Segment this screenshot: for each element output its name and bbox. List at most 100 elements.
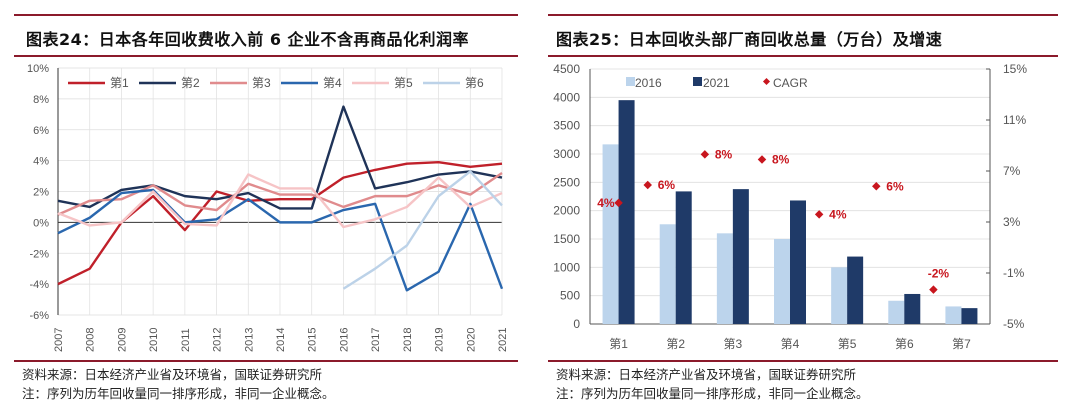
- x-tick-label: 第2: [666, 337, 685, 351]
- y-tick-label: 0%: [33, 217, 49, 229]
- cagr-data-label: 4%: [829, 207, 847, 221]
- y-tick-label: 10%: [27, 63, 49, 75]
- y-tick-label: -6%: [29, 310, 49, 322]
- bar-2016: [888, 300, 905, 324]
- x-tick-label: 2007: [53, 328, 65, 352]
- y-tick-label: 2500: [553, 175, 580, 189]
- legend-swatch-2021: [693, 77, 702, 86]
- x-tick-label: 2010: [148, 328, 160, 352]
- legend-swatch-cagr: [762, 77, 771, 86]
- cagr-data-label: 6%: [886, 179, 904, 193]
- x-tick-label: 2012: [212, 328, 224, 352]
- x-tick-label: 第5: [838, 337, 857, 351]
- cagr-data-label: 4%: [597, 196, 615, 210]
- legend-label-1: 第1: [110, 76, 129, 90]
- y-tick-label: 2%: [33, 187, 49, 199]
- x-tick-label: 2017: [370, 328, 382, 352]
- bar-2021: [904, 293, 921, 324]
- y2-tick-label: 7%: [1003, 164, 1021, 178]
- right-source-note: 资料来源：日本经济产业省及环境省，国联证券研究所: [556, 367, 857, 382]
- cagr-marker: [814, 210, 824, 219]
- cagr-data-label: -2%: [928, 267, 950, 281]
- cagr-data-label: 8%: [715, 147, 733, 161]
- bar-2021: [618, 100, 635, 325]
- y-tick-label: 8%: [33, 94, 49, 106]
- x-tick-label: 2008: [85, 328, 97, 352]
- bar-2016: [831, 267, 848, 324]
- bar-2016: [774, 239, 790, 324]
- x-tick-label: 第4: [781, 337, 800, 351]
- bar-2016: [945, 306, 962, 324]
- y-tick-label: 1000: [553, 260, 580, 274]
- cagr-marker: [872, 182, 881, 191]
- x-tick-label: 2013: [243, 328, 255, 352]
- y2-tick-label: 3%: [1003, 215, 1021, 229]
- x-tick-label: 2018: [402, 328, 414, 352]
- x-tick-label: 2014: [275, 328, 287, 352]
- bar-2021: [790, 200, 806, 324]
- right-footer-rule: [548, 360, 1058, 362]
- x-tick-label: 2015: [307, 328, 319, 352]
- series-line-5: [57, 173, 503, 229]
- legend-label-2016: 2016: [635, 76, 662, 90]
- legend-label-2021: 2021: [703, 76, 730, 90]
- bar-2021: [675, 191, 692, 324]
- bar-2021: [732, 189, 749, 324]
- left-title-top-rule: [14, 14, 518, 16]
- cagr-marker: [929, 285, 938, 294]
- y2-tick-label: -5%: [1003, 317, 1025, 331]
- bar-2016: [659, 224, 676, 324]
- x-tick-label: 第7: [952, 337, 971, 351]
- y-tick-label: -2%: [29, 248, 49, 260]
- cagr-marker: [700, 150, 710, 159]
- left-chart-title: 图表24：日本各年回收费收入前 6 企业不含再商品化利润率: [26, 30, 470, 49]
- y2-tick-label: 11%: [1003, 113, 1026, 127]
- series-line-6: [342, 170, 503, 290]
- x-tick-label: 2011: [180, 328, 192, 352]
- y2-tick-label: 15%: [1003, 62, 1027, 76]
- left-footnote: 注：序列为历年回收量同一排序形成，非同一企业概念。: [22, 386, 335, 401]
- x-tick-label: 2019: [434, 328, 446, 352]
- x-tick-label: 2021: [497, 328, 509, 352]
- cagr-marker: [757, 155, 767, 164]
- y-tick-label: -4%: [29, 279, 49, 291]
- legend-label-5: 第5: [394, 76, 413, 90]
- y-tick-label: 4500: [553, 62, 580, 76]
- cagr-data-label: 6%: [658, 178, 676, 192]
- x-tick-label: 2020: [465, 328, 477, 352]
- legend-label-2: 第2: [181, 76, 200, 90]
- right-title-bottom-rule: [548, 55, 1058, 57]
- y-tick-label: 0: [573, 317, 580, 331]
- y-tick-label: 3500: [553, 119, 580, 133]
- bar-2016: [602, 144, 619, 324]
- x-tick-label: 2016: [338, 328, 350, 352]
- legend-label-3: 第3: [252, 76, 271, 90]
- series-line-2: [57, 105, 503, 210]
- legend-label-cagr: CAGR: [773, 76, 808, 90]
- bar-2016: [716, 233, 733, 324]
- y2-tick-label: -1%: [1003, 266, 1025, 280]
- right-footnote: 注：序列为历年回收量同一排序形成，非同一企业概念。: [556, 386, 869, 401]
- x-tick-label: 第3: [724, 337, 743, 351]
- y-tick-label: 2000: [553, 204, 580, 218]
- y-tick-label: 3000: [553, 147, 580, 161]
- bar-2021: [847, 256, 864, 324]
- cagr-data-label: 8%: [772, 153, 790, 167]
- left-title-bottom-rule: [14, 55, 518, 57]
- bar-2021: [961, 308, 978, 324]
- x-tick-label: 第1: [609, 337, 628, 351]
- legend-label-4: 第4: [323, 76, 342, 90]
- y-tick-label: 1500: [553, 232, 580, 246]
- series-line-4: [57, 188, 504, 292]
- x-tick-label: 2009: [116, 328, 128, 352]
- right-title-top-rule: [548, 14, 1058, 16]
- x-tick-label: 第6: [895, 337, 914, 351]
- y-tick-label: 6%: [33, 125, 49, 137]
- left-source-note: 资料来源：日本经济产业省及环境省，国联证券研究所: [22, 367, 323, 382]
- legend-label-6: 第6: [465, 76, 484, 90]
- y-tick-label: 4000: [553, 90, 580, 104]
- y-tick-label: 500: [560, 289, 580, 303]
- legend-swatch-2016: [626, 77, 635, 86]
- right-chart-title: 图表25：日本回收头部厂商回收总量（万台）及增速: [556, 30, 943, 49]
